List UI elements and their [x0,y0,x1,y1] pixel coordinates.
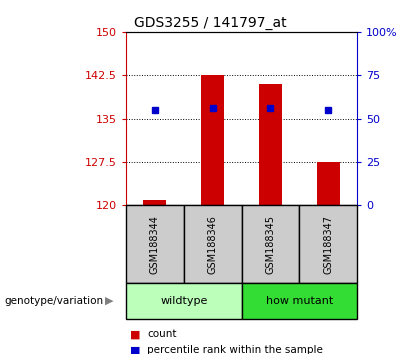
Text: GSM188347: GSM188347 [323,215,333,274]
Bar [143,200,166,205]
Text: how mutant: how mutant [265,296,333,306]
Bar [241,283,357,319]
Bar [126,205,184,283]
Text: GSM188345: GSM188345 [265,215,276,274]
Text: count: count [147,329,176,339]
Bar [299,205,357,283]
Text: GSM188346: GSM188346 [207,215,218,274]
Text: wildtype: wildtype [160,296,207,306]
Bar [126,283,242,319]
Text: ■: ■ [130,345,141,354]
Text: ■: ■ [130,329,141,339]
Text: percentile rank within the sample: percentile rank within the sample [147,345,323,354]
Bar [317,162,340,205]
Text: GDS3255 / 141797_at: GDS3255 / 141797_at [134,16,286,30]
Text: genotype/variation: genotype/variation [4,296,103,306]
Bar [259,84,282,205]
Bar [201,75,224,205]
Bar [241,205,299,283]
Text: GSM188344: GSM188344 [150,215,160,274]
Text: ▶: ▶ [105,296,113,306]
Bar [184,205,242,283]
